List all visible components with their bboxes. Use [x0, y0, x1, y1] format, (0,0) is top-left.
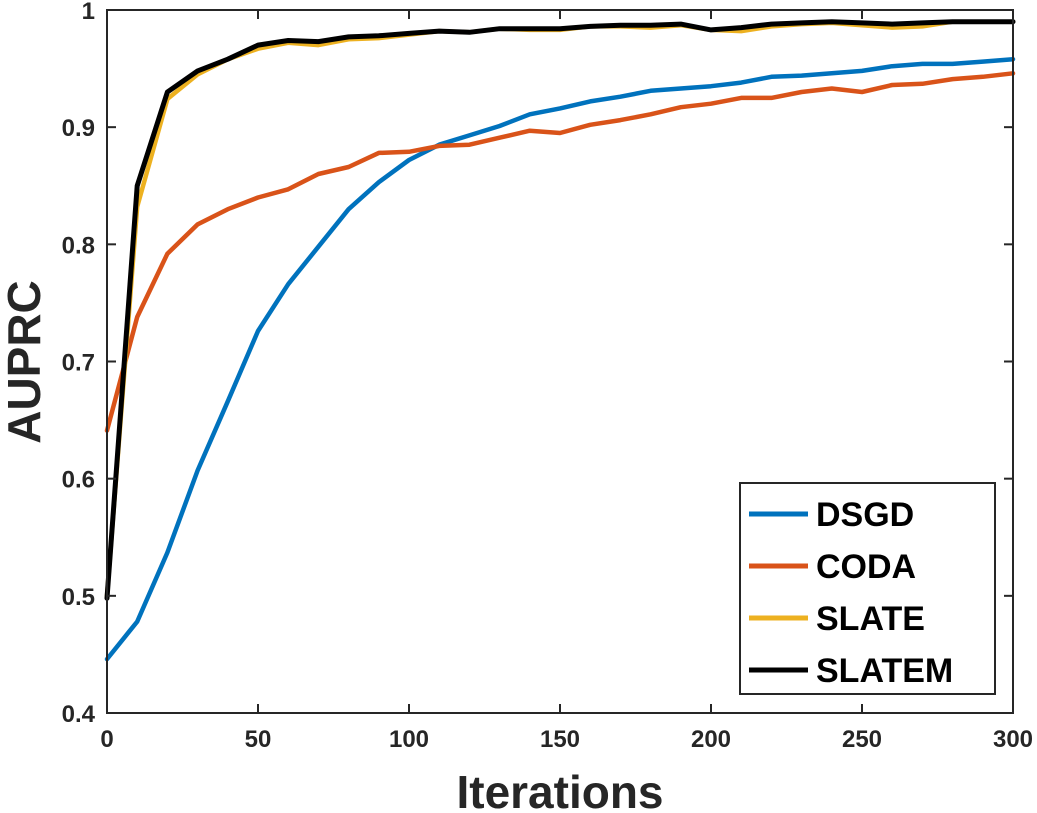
x-tick-label: 100 [389, 726, 429, 753]
legend-label-slate: SLATE [816, 600, 925, 638]
y-axis-label: AUPRC [0, 280, 50, 444]
x-tick-label: 300 [993, 726, 1033, 753]
legend-label-coda: CODA [816, 548, 916, 586]
y-tick-label: 0.8 [62, 232, 95, 259]
x-tick-label: 250 [842, 726, 882, 753]
series-line-coda [104, 71, 1016, 433]
legend-label-dsgd: DSGD [816, 496, 914, 534]
legend-box [739, 482, 996, 695]
x-tick-label: 200 [691, 726, 731, 753]
y-tick-label: 0.6 [62, 467, 95, 494]
legend: DSGD CODA SLATE SLATEM [739, 482, 996, 695]
x-tick-label: 50 [245, 726, 272, 753]
x-tick-label: 150 [540, 726, 580, 753]
y-tick-label: 0.9 [62, 115, 95, 142]
y-tick-label: 1 [82, 0, 95, 25]
y-tick-label: 0.5 [62, 584, 95, 611]
ticks-layer: 0 50 100 150 200 250 300 0.4 0.5 0.6 0.7 0.8 0.9 1 [62, 0, 1033, 753]
legend-label-slatem: SLATEM [816, 652, 953, 690]
x-tick-label: 0 [100, 726, 113, 753]
series-line-slatem [104, 19, 1016, 601]
y-tick-label: 0.7 [62, 350, 95, 377]
series-layer [104, 19, 1016, 662]
y-tick-label: 0.4 [62, 701, 96, 728]
series-line-dsgd [104, 56, 1016, 662]
x-axis-label: Iterations [456, 766, 663, 813]
